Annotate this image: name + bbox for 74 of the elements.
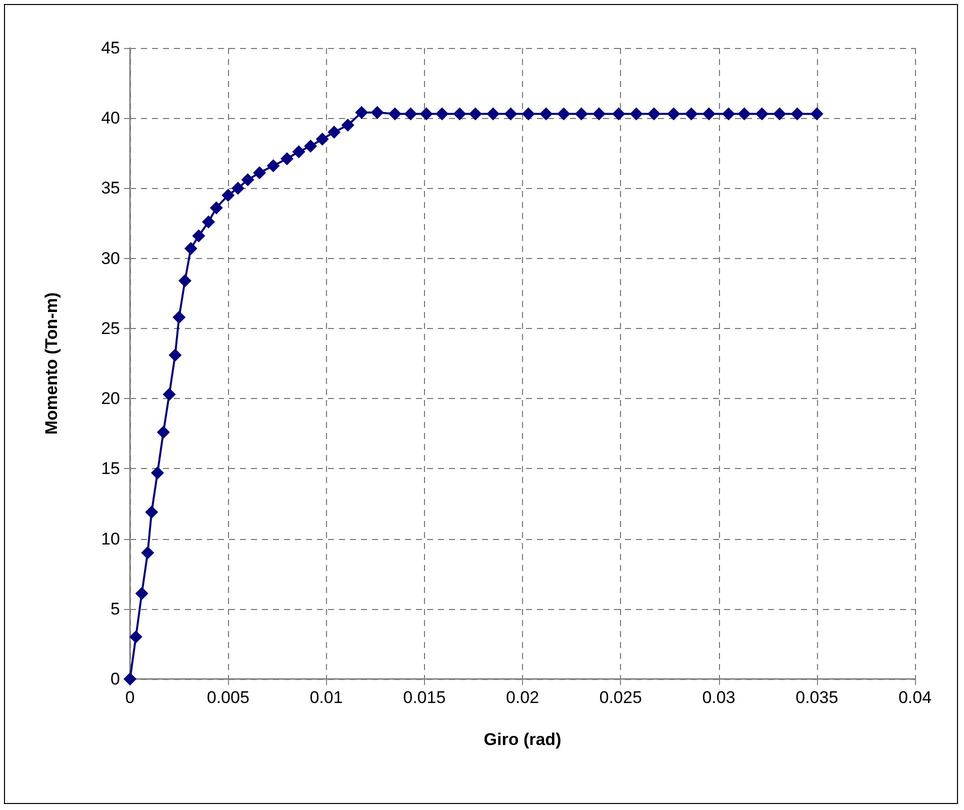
point xyxy=(540,107,553,120)
y-tick-label: 15 xyxy=(101,459,120,478)
point xyxy=(156,426,170,439)
point xyxy=(162,388,176,401)
point xyxy=(755,107,768,120)
point xyxy=(145,506,158,519)
point xyxy=(222,188,235,202)
point xyxy=(647,107,660,120)
point xyxy=(404,107,418,120)
point xyxy=(557,107,570,120)
point xyxy=(370,106,384,119)
y-tick-label: 20 xyxy=(101,389,120,408)
point xyxy=(341,118,354,132)
point xyxy=(810,107,824,120)
x-axis-title: Giro (rad) xyxy=(484,730,562,749)
point xyxy=(612,107,626,120)
point xyxy=(667,107,680,120)
point xyxy=(702,107,716,120)
y-tick-label: 0 xyxy=(110,670,120,688)
y-tick-label: 40 xyxy=(101,108,120,128)
y-tick-label: 35 xyxy=(101,178,120,198)
x-tick-label: 0.035 xyxy=(796,688,838,707)
point xyxy=(316,132,329,146)
point xyxy=(210,201,223,214)
y-axis-title: Momento (Ton-m) xyxy=(42,292,61,435)
point xyxy=(453,107,466,120)
x-tick-label: 0.005 xyxy=(206,688,250,707)
x-tick-label: 0.03 xyxy=(702,688,736,707)
y-tick-label: 10 xyxy=(101,529,120,548)
point xyxy=(328,126,341,139)
point xyxy=(574,107,588,120)
point xyxy=(141,546,154,560)
x-tick-label: 0.015 xyxy=(403,688,446,707)
y-tick-label: 30 xyxy=(101,248,120,268)
point xyxy=(192,229,206,242)
point xyxy=(436,107,449,120)
point xyxy=(280,152,294,166)
point xyxy=(504,107,518,120)
point xyxy=(184,242,198,256)
point xyxy=(486,107,500,120)
x-tick-label: 0 xyxy=(125,688,135,707)
point xyxy=(135,586,148,600)
y-tick-label: 5 xyxy=(110,599,120,618)
point xyxy=(738,107,751,120)
point xyxy=(420,107,433,120)
x-tick-label: 0.04 xyxy=(898,688,932,707)
point xyxy=(468,107,482,120)
point xyxy=(388,107,402,120)
point xyxy=(304,140,318,153)
point xyxy=(178,274,192,288)
point xyxy=(292,145,306,158)
point xyxy=(266,159,280,172)
point xyxy=(773,107,786,120)
point xyxy=(150,466,164,480)
point xyxy=(202,215,215,228)
y-tick-label: 45 xyxy=(101,38,120,58)
point xyxy=(241,173,254,186)
point xyxy=(172,310,186,324)
point xyxy=(253,166,266,180)
point xyxy=(722,107,736,120)
x-tick-label: 0.01 xyxy=(310,688,343,707)
x-tick-label: 0.02 xyxy=(506,688,540,707)
point xyxy=(124,672,136,686)
point xyxy=(355,106,368,119)
y-tick-label: 25 xyxy=(101,318,120,338)
x-tick-label: 0.025 xyxy=(599,688,642,707)
point xyxy=(231,182,244,195)
point xyxy=(630,107,643,120)
point xyxy=(129,630,142,644)
point xyxy=(168,348,182,362)
point xyxy=(592,107,606,120)
point xyxy=(790,107,804,120)
point xyxy=(522,107,535,120)
point xyxy=(684,107,698,120)
